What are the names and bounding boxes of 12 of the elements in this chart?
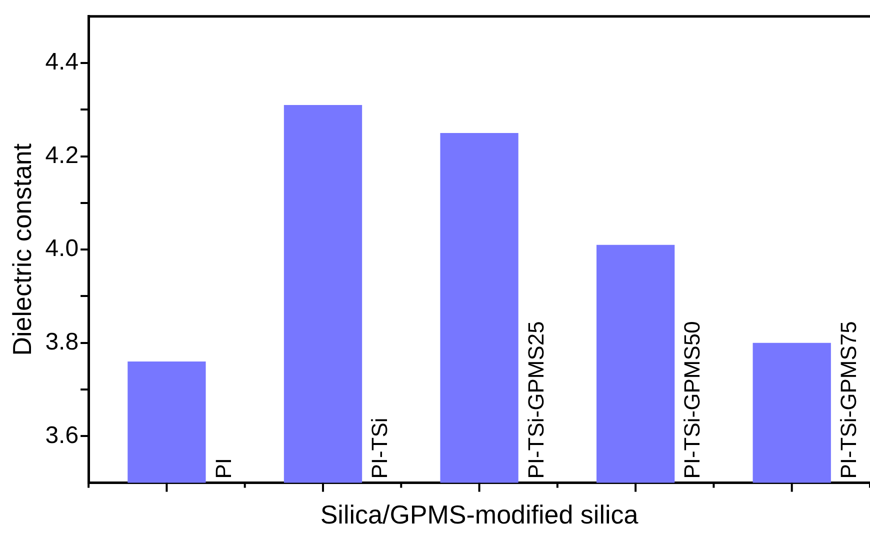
y-tick-label: 4.4 bbox=[45, 48, 79, 76]
y-tick-label: 3.6 bbox=[45, 422, 79, 449]
x-tick-label: PI-TSi-GPMS25 bbox=[523, 321, 548, 479]
x-axis-title: Silica/GPMS-modified silica bbox=[320, 500, 639, 530]
x-tick-label: PI bbox=[210, 458, 236, 479]
x-tick-label: PI-TSi-GPMS50 bbox=[680, 321, 705, 479]
y-axis-title: Dielectric constant bbox=[6, 142, 37, 356]
x-tick-label: PI-TSi-GPMS75 bbox=[836, 321, 861, 479]
x-tick-label: PI-TSi bbox=[367, 418, 392, 479]
y-tick-label: 4.0 bbox=[45, 235, 79, 262]
y-tick-label: 4.2 bbox=[45, 142, 79, 169]
y-tick-label: 3.8 bbox=[45, 328, 79, 356]
